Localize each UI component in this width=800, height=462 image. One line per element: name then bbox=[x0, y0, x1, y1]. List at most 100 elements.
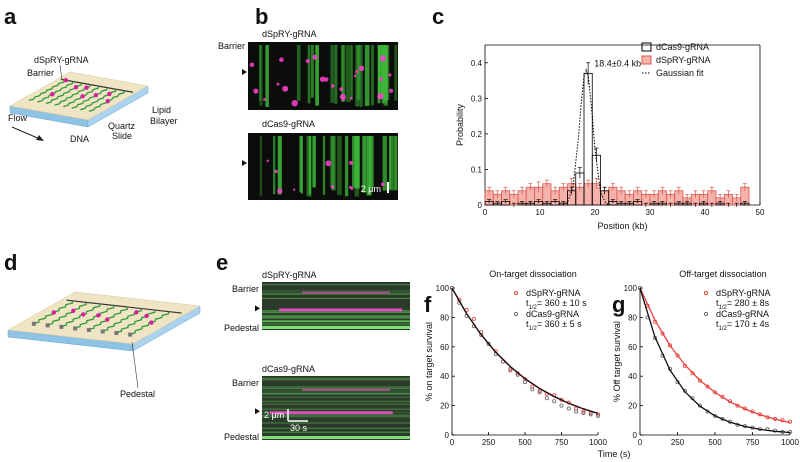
x-tick-label: 250 bbox=[482, 438, 496, 447]
bilayer bbox=[9, 71, 149, 121]
dna-streak bbox=[308, 136, 312, 195]
y-tick-label: 60 bbox=[628, 343, 637, 352]
dna-streak bbox=[315, 45, 319, 106]
dna-streak bbox=[265, 45, 269, 107]
scale-label: 2 μm bbox=[361, 184, 381, 194]
x-tick-label: 0 bbox=[638, 438, 643, 447]
scale-label: 2 μm bbox=[264, 410, 284, 420]
panel-label: d bbox=[4, 250, 17, 275]
pedestal-band bbox=[262, 436, 410, 439]
barrier bbox=[66, 299, 182, 314]
protein-spot bbox=[292, 188, 296, 191]
legend-label: dCas9-gRNA bbox=[656, 42, 709, 52]
y-tick-label: 80 bbox=[628, 313, 637, 322]
half-life: t1/2= 360 ± 5 s bbox=[526, 319, 582, 332]
data-point bbox=[596, 413, 601, 418]
protein bbox=[105, 317, 110, 322]
legend-label: dSpRY-gRNA bbox=[656, 55, 711, 65]
protein-spot bbox=[277, 188, 283, 194]
protein-spot bbox=[377, 93, 384, 100]
dna-trace bbox=[262, 290, 410, 292]
protein-trace bbox=[302, 388, 390, 391]
pedestal bbox=[128, 332, 133, 337]
x-tick-label: 1000 bbox=[781, 438, 799, 447]
legend-label: dCas9-gRNA bbox=[716, 309, 769, 319]
dna-streak bbox=[322, 136, 326, 195]
dna-trace bbox=[262, 294, 410, 296]
pedestal-band bbox=[262, 326, 410, 329]
pedestal bbox=[100, 329, 105, 334]
dna-streak bbox=[310, 45, 314, 98]
y-tick-label: 0 bbox=[445, 431, 450, 440]
leader bbox=[131, 341, 139, 389]
x-axis-label: Position (kb) bbox=[597, 221, 647, 231]
image-frame bbox=[248, 42, 398, 110]
protein-spot bbox=[282, 85, 289, 92]
data-point bbox=[486, 341, 491, 346]
fit-line bbox=[551, 68, 623, 206]
protein-spot bbox=[330, 185, 335, 189]
dna-trace bbox=[262, 284, 410, 286]
dna-streak bbox=[362, 136, 367, 193]
x-tick-label: 250 bbox=[671, 438, 685, 447]
dna-trace bbox=[262, 396, 410, 398]
y-tick-label: 40 bbox=[628, 372, 637, 381]
legend-swatch bbox=[641, 42, 652, 52]
dna-streak bbox=[307, 45, 311, 104]
protein-spot bbox=[349, 160, 353, 165]
half-life-part: 1/2 bbox=[529, 305, 538, 311]
chart-title: Off-target dissociation bbox=[679, 269, 766, 279]
pedestal bbox=[73, 326, 78, 331]
y-tick-label: 0.2 bbox=[471, 130, 483, 139]
label: Lipid bbox=[152, 105, 171, 115]
panel-label: g bbox=[612, 292, 625, 317]
label: Pedestal bbox=[224, 323, 259, 333]
y-axis-label: % on target survival bbox=[424, 322, 434, 401]
data-point bbox=[698, 378, 703, 383]
protein bbox=[134, 310, 139, 315]
pedestal bbox=[45, 323, 50, 328]
dna-streak bbox=[336, 136, 342, 196]
dna-trace bbox=[262, 392, 410, 394]
y-tick-label: 0.3 bbox=[471, 94, 483, 103]
y-tick-label: 0 bbox=[633, 431, 638, 440]
dna-trace bbox=[262, 379, 410, 381]
dna-streak bbox=[377, 45, 381, 104]
dna-trace bbox=[262, 316, 410, 318]
annotation: 18.4±0.4 kb bbox=[594, 58, 641, 68]
x-tick-label: 750 bbox=[746, 438, 760, 447]
dna-streak bbox=[389, 136, 394, 191]
x-tick-label: 0 bbox=[483, 208, 488, 217]
pedestal bbox=[31, 321, 36, 326]
dna-streak bbox=[300, 136, 303, 194]
half-life: t1/2= 280 ± 8s bbox=[716, 298, 770, 311]
marker bbox=[255, 305, 260, 312]
dna-streak bbox=[382, 136, 387, 191]
dna-trace bbox=[262, 315, 410, 317]
protein-spot bbox=[389, 88, 394, 93]
protein-spot bbox=[291, 99, 298, 107]
protein bbox=[50, 92, 55, 97]
half-life-part: t bbox=[716, 319, 719, 329]
x-tick-label: 30 bbox=[646, 208, 655, 217]
x-tick-label: 20 bbox=[591, 208, 600, 217]
dna bbox=[37, 81, 74, 103]
protein-spot bbox=[253, 88, 259, 94]
marker bbox=[242, 69, 247, 75]
dna-streak bbox=[259, 136, 263, 197]
protein bbox=[73, 85, 79, 90]
protein-spot bbox=[324, 77, 329, 82]
y-tick-label: 100 bbox=[436, 284, 450, 293]
dna-trace bbox=[262, 311, 410, 313]
dna-streak bbox=[341, 45, 345, 102]
y-tick-label: 40 bbox=[440, 372, 449, 381]
chart-title: On-target dissociation bbox=[489, 269, 577, 279]
y-tick-label: 0.1 bbox=[471, 165, 483, 174]
legend-swatch bbox=[641, 55, 652, 65]
dna-streak bbox=[350, 45, 353, 101]
protein-spot bbox=[350, 186, 354, 190]
protein-spot bbox=[388, 73, 392, 77]
dna-trace bbox=[262, 321, 410, 323]
data-point bbox=[581, 410, 586, 415]
